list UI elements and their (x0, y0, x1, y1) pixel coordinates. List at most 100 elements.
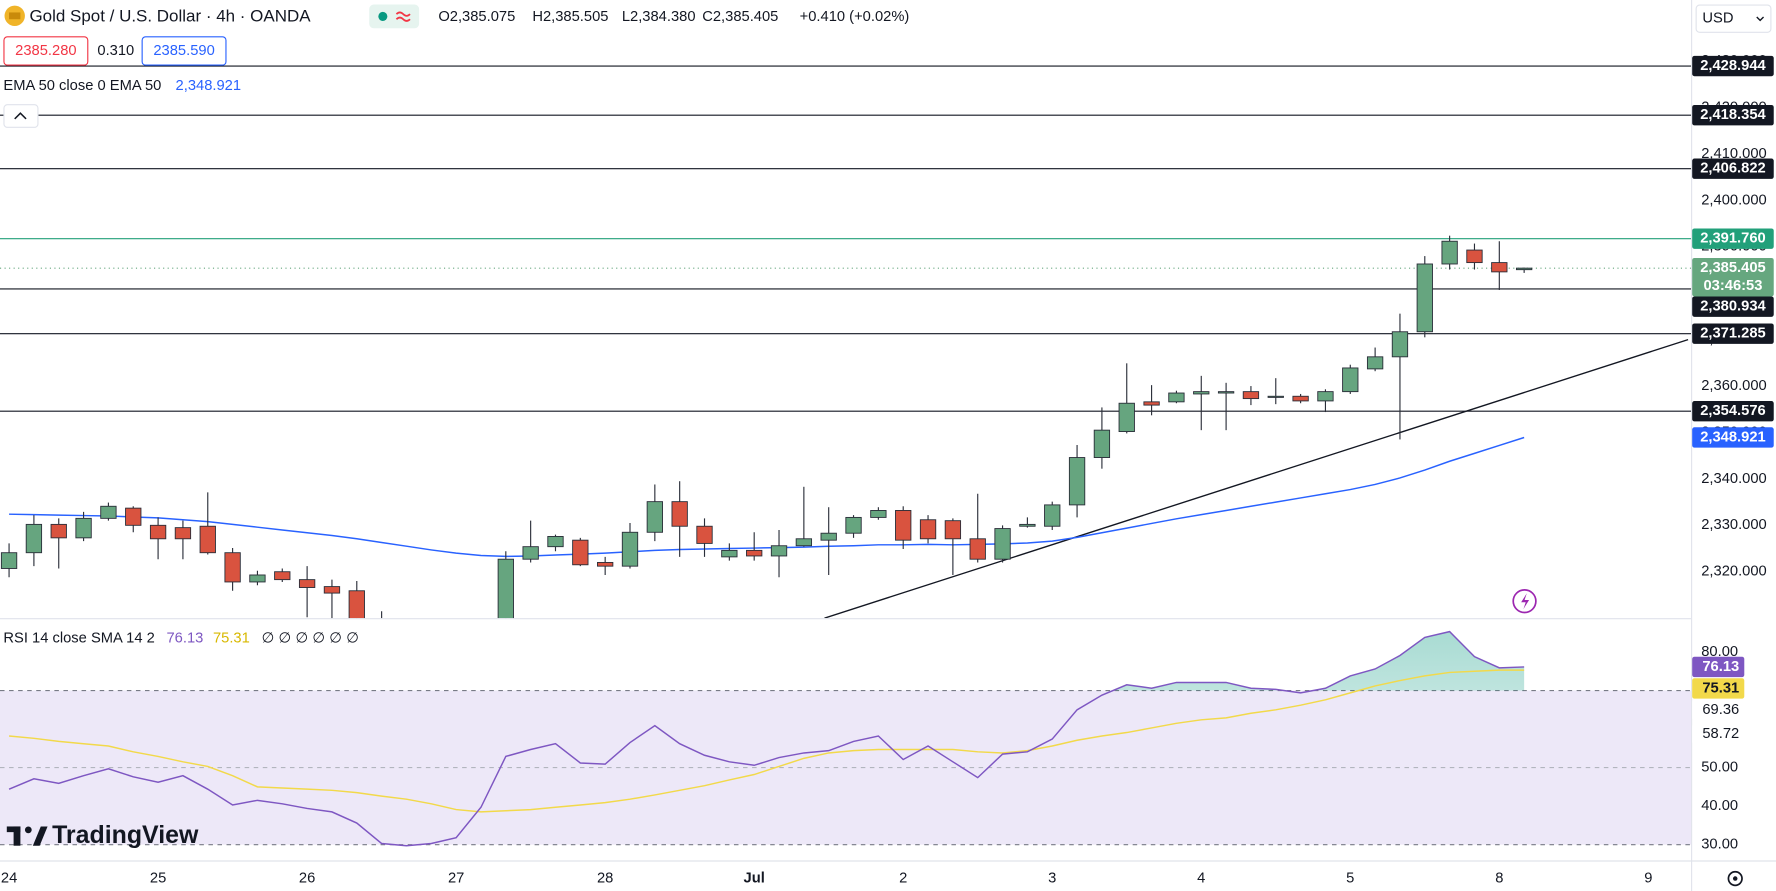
brand-name: TradingView (52, 821, 199, 849)
collapse-icon (14, 112, 27, 120)
candle-body (1491, 262, 1508, 273)
candle-body (1466, 249, 1483, 264)
buy-button[interactable] (141, 36, 227, 66)
rsi-extra-values: ∅ ∅ ∅ ∅ ∅ ∅ (262, 630, 359, 646)
candle-body (1242, 391, 1260, 400)
settings-icon-center (1732, 876, 1738, 881)
x-tick-label: 28 (597, 870, 613, 886)
logo-stem (13, 826, 21, 846)
trendline (824, 338, 1689, 619)
candle-body (249, 574, 266, 583)
collapse-button[interactable] (3, 104, 39, 128)
market-open-dot (378, 11, 388, 21)
rsi-label: 69.36 (1702, 702, 1739, 718)
rsi-legend: RSI 14 close SMA 14 2 (3, 630, 154, 646)
rsi-label: 58.72 (1702, 726, 1739, 742)
candle-body (1342, 367, 1359, 393)
candle-body (522, 546, 539, 560)
candle-body (671, 501, 688, 527)
settings-icon[interactable] (1727, 870, 1743, 887)
status-pill (369, 4, 420, 29)
ema-line (9, 436, 1525, 558)
rsi-pane (0, 689, 1692, 846)
candle-body (149, 524, 167, 540)
candle-body (870, 510, 887, 518)
candle-body (1093, 429, 1111, 458)
candle-body (274, 571, 291, 581)
ohlc-change: +0.410 (+0.02%) (800, 9, 910, 25)
y-tick-label: 2,360.000 (1701, 378, 1766, 394)
x-tick-label: 2 (899, 870, 907, 886)
x-tick-label: 9 (1644, 870, 1652, 886)
rsi-tick-label: 80.00 (1701, 644, 1738, 660)
candle-body (323, 586, 341, 594)
price-label-box (1692, 105, 1774, 126)
delay-icon (395, 11, 411, 22)
candle-body (746, 549, 763, 557)
candle-body (1168, 392, 1185, 403)
price-label: 2,348.921 (1700, 429, 1765, 445)
rsi-tick-label: 40.00 (1701, 798, 1738, 814)
price-label-box (1692, 427, 1774, 448)
candle-body (348, 590, 365, 619)
rsi-label-box (1692, 678, 1745, 699)
bid-price[interactable]: 2385.280 (15, 43, 76, 59)
price-label-box (1692, 228, 1774, 249)
candle-body (646, 501, 663, 533)
price-label-box (1692, 257, 1774, 297)
price-label-box (1692, 296, 1774, 317)
candle-body (795, 538, 813, 547)
price-label: 2,385.405 (1700, 260, 1765, 276)
sell-button[interactable] (3, 36, 89, 66)
rsi-sma-line (8, 669, 1525, 813)
candle-body (75, 517, 92, 539)
candle-body (125, 507, 142, 526)
legend: Gold Spot / U.S. Dollar · 4h · OANDA O2,… (3, 4, 910, 646)
candle-body (597, 561, 614, 567)
candle-body (1068, 457, 1086, 506)
candle-body (1416, 263, 1433, 333)
price-label: 03:46:53 (1703, 278, 1762, 294)
price-label: 2,428.944 (1700, 58, 1766, 74)
rsi-sma-legend-value: 75.31 (213, 630, 250, 646)
spread: 0.310 (97, 43, 134, 59)
price-labels: 2,428.944 2,418.354 2,406.822 2,391.760 2,38… (1692, 55, 1774, 745)
price-label-box (1692, 158, 1774, 179)
rsi-label: 76.13 (1702, 659, 1739, 675)
rsi-legend-value: 76.13 (167, 630, 204, 646)
price-label: 2,371.285 (1700, 326, 1765, 342)
ask-price[interactable]: 2385.590 (153, 43, 214, 59)
x-tick-label: 8 (1495, 870, 1503, 886)
price-label-box (1692, 323, 1774, 344)
candle-body (1292, 395, 1309, 402)
candle-body (1193, 391, 1210, 395)
branding: TradingView (6, 821, 199, 849)
candle-body (1317, 391, 1334, 402)
ohlc-close: C2,385.405 (702, 9, 778, 25)
y-tick-label: 2,340.000 (1701, 471, 1766, 487)
currency[interactable]: USD (1702, 11, 1733, 27)
y-tick-label: 2,330.000 (1701, 517, 1766, 533)
candle-body (944, 520, 962, 540)
candle-body (1143, 401, 1160, 406)
price-label: 2,380.934 (1700, 299, 1766, 315)
candle-body (721, 549, 738, 558)
ohlc-high: H2,385.505 (532, 9, 608, 25)
candle-body (969, 538, 986, 560)
overbought-group (9, 631, 1525, 691)
x-tick-label: 27 (448, 870, 464, 886)
candle-body (497, 558, 514, 619)
candle-body (0, 552, 18, 569)
price-pane (0, 65, 1692, 619)
candle-body (1391, 331, 1409, 358)
candle-body (1366, 356, 1384, 370)
x-tick-label: 25 (150, 870, 166, 886)
logo-dot (24, 826, 32, 834)
x-tick-label: 26 (299, 870, 315, 886)
currency-selector[interactable] (1695, 4, 1772, 33)
price-label-box (1692, 55, 1774, 77)
x-tick-label: Jul (744, 870, 765, 886)
candle-body (919, 519, 937, 540)
events-bolt (1521, 593, 1530, 610)
ohlc-open: O2,385.075 (438, 9, 515, 25)
